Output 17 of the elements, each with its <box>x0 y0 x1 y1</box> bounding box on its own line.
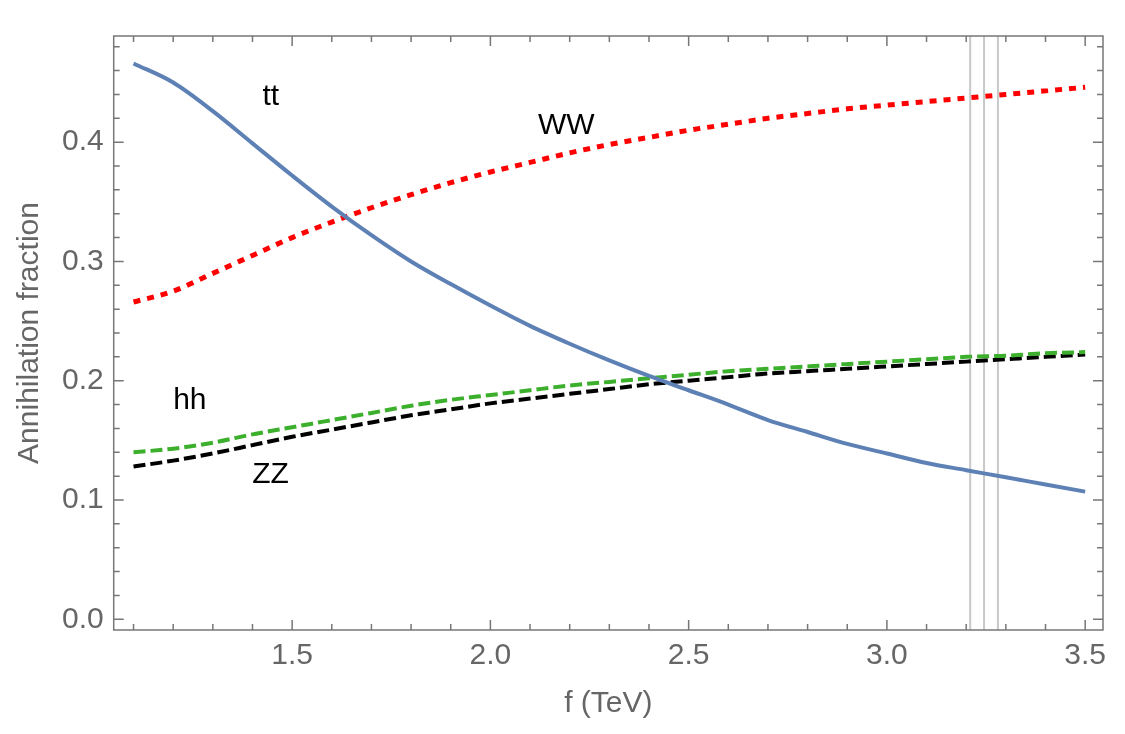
series-label: hh <box>173 381 207 415</box>
x-axis-title: f (TeV) <box>564 685 653 719</box>
y-tick-label: 0.0 <box>61 600 104 634</box>
x-tick-label: 3.5 <box>1064 637 1107 671</box>
line-series <box>131 61 1088 494</box>
x-tick-label: 1.5 <box>271 637 313 671</box>
series-label: WW <box>538 107 596 141</box>
y-axis-title: Annihilation fraction <box>11 202 45 464</box>
series-label: tt <box>262 78 280 112</box>
y-tick-label: 0.3 <box>61 242 104 276</box>
y-tick-label: 0.4 <box>61 123 104 157</box>
series-label: ZZ <box>252 455 289 489</box>
y-tick-label: 0.2 <box>61 361 104 395</box>
x-tick-label: 2.5 <box>667 637 710 671</box>
y-tick-label: 0.1 <box>61 481 104 515</box>
x-tick-label: 3.0 <box>866 637 908 671</box>
x-tick-label: 2.0 <box>469 637 512 671</box>
